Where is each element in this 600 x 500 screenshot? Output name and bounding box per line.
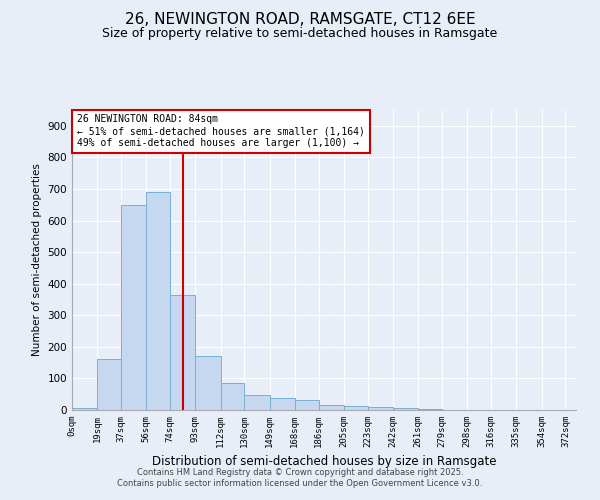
Bar <box>170 294 196 410</box>
Bar <box>196 356 221 410</box>
Bar <box>295 400 319 410</box>
Bar <box>72 408 97 410</box>
Bar <box>269 398 295 410</box>
Text: 26, NEWINGTON ROAD, RAMSGATE, CT12 6EE: 26, NEWINGTON ROAD, RAMSGATE, CT12 6EE <box>125 12 475 28</box>
Text: Size of property relative to semi-detached houses in Ramsgate: Size of property relative to semi-detach… <box>103 28 497 40</box>
Bar <box>146 192 170 410</box>
Bar <box>221 383 244 410</box>
Bar <box>319 406 344 410</box>
X-axis label: Distribution of semi-detached houses by size in Ramsgate: Distribution of semi-detached houses by … <box>152 456 496 468</box>
Bar <box>368 407 393 410</box>
Text: Contains HM Land Registry data © Crown copyright and database right 2025.
Contai: Contains HM Land Registry data © Crown c… <box>118 468 482 487</box>
Bar <box>393 408 418 410</box>
Text: 26 NEWINGTON ROAD: 84sqm
← 51% of semi-detached houses are smaller (1,164)
49% o: 26 NEWINGTON ROAD: 84sqm ← 51% of semi-d… <box>77 114 365 148</box>
Bar <box>344 406 368 410</box>
Bar <box>244 395 269 410</box>
Bar <box>97 360 121 410</box>
Bar <box>121 204 146 410</box>
Y-axis label: Number of semi-detached properties: Number of semi-detached properties <box>32 164 42 356</box>
